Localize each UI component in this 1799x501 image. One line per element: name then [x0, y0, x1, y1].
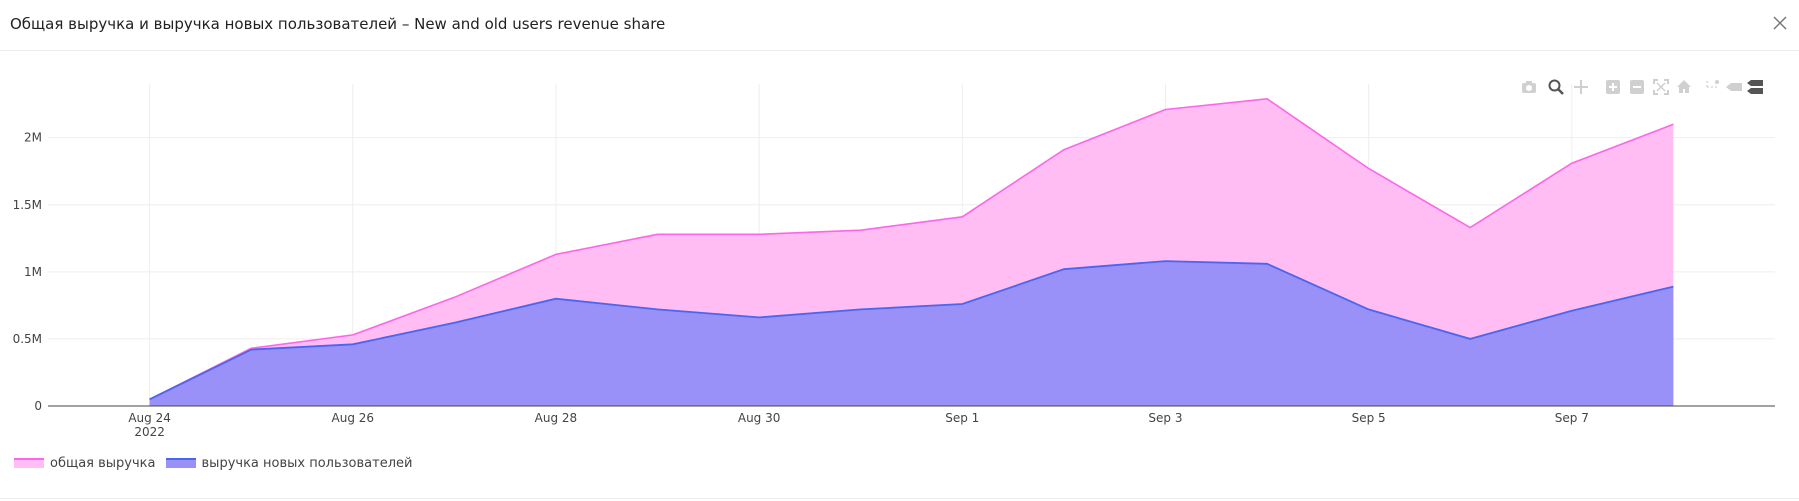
- x-tick-label: Aug 24: [128, 411, 171, 425]
- legend-swatch-new-users: [165, 458, 196, 468]
- y-tick-label: 1.5M: [13, 198, 42, 212]
- y-tick-label: 0: [34, 399, 42, 413]
- point-new-users-revenue: [656, 307, 660, 311]
- point-new-users-revenue: [960, 302, 964, 306]
- pan-icon[interactable]: [1572, 78, 1590, 96]
- bottom-divider: [0, 498, 1799, 499]
- point-total-revenue: [1367, 167, 1371, 171]
- series-area-new-users-revenue: [149, 261, 1674, 406]
- x-tick-label: Sep 7: [1555, 411, 1589, 425]
- point-total-revenue: [1570, 161, 1574, 165]
- legend-swatch-total: [14, 458, 44, 468]
- point-new-users-revenue: [1163, 259, 1167, 263]
- x-tick-label: Aug 26: [332, 411, 375, 425]
- modal-header: Общая выручка и выручка новых пользовате…: [0, 0, 1799, 51]
- series-line-new-users-revenue: [149, 260, 1674, 401]
- point-new-users-revenue: [249, 348, 253, 352]
- y-tick-label: 0.5M: [13, 332, 42, 346]
- point-total-revenue: [960, 215, 964, 219]
- legend-label-total: общая выручка: [50, 455, 156, 471]
- legend-item-total-revenue[interactable]: общая выручка: [14, 456, 156, 471]
- zoom-in-icon[interactable]: [1604, 78, 1622, 96]
- point-new-users-revenue: [554, 297, 558, 301]
- point-new-users-revenue: [1468, 337, 1472, 341]
- hover-closest-icon[interactable]: [1725, 78, 1743, 96]
- camera-icon[interactable]: [1520, 78, 1538, 96]
- reset-axes-icon[interactable]: [1675, 78, 1693, 96]
- legend-item-new-users-revenue[interactable]: выручка новых пользователей: [165, 455, 413, 471]
- point-total-revenue: [1468, 226, 1472, 230]
- point-new-users-revenue: [1062, 267, 1066, 271]
- point-total-revenue: [351, 333, 355, 337]
- point-new-users-revenue: [757, 315, 761, 319]
- close-icon[interactable]: [1769, 12, 1791, 34]
- series-line-total-revenue: [149, 97, 1674, 401]
- x-tick-label: Sep 1: [945, 411, 979, 425]
- point-new-users-revenue: [351, 342, 355, 346]
- point-new-users-revenue: [452, 321, 456, 325]
- spike-lines-icon[interactable]: [1703, 78, 1721, 96]
- y-tick-label: 2M: [24, 131, 42, 145]
- point-new-users-revenue: [148, 397, 152, 401]
- point-total-revenue: [1062, 148, 1066, 152]
- x-tick-label: Aug 28: [535, 411, 578, 425]
- point-total-revenue: [656, 232, 660, 236]
- point-new-users-revenue: [1367, 307, 1371, 311]
- point-total-revenue: [859, 228, 863, 232]
- chart-container: 0 0.5M 1M 1.5M 2M Aug 24 2022 Aug 26 Aug 28 Aug 3…: [0, 51, 1799, 501]
- point-total-revenue: [452, 295, 456, 299]
- point-new-users-revenue: [1265, 262, 1269, 266]
- point-total-revenue: [757, 232, 761, 236]
- legend: общая выручка выручка новых пользователе…: [14, 453, 422, 473]
- zoom-icon[interactable]: [1547, 78, 1565, 96]
- point-new-users-revenue: [1671, 285, 1675, 289]
- point-new-users-revenue: [859, 307, 863, 311]
- x-tick-label: Sep 5: [1352, 411, 1386, 425]
- legend-label-new-users: выручка новых пользователей: [201, 455, 413, 471]
- chart-title: Общая выручка и выручка новых пользовате…: [10, 15, 666, 33]
- point-total-revenue: [1163, 107, 1167, 111]
- point-new-users-revenue: [1570, 309, 1574, 313]
- zoom-out-icon[interactable]: [1628, 78, 1646, 96]
- autoscale-icon[interactable]: [1652, 78, 1670, 96]
- point-total-revenue: [1265, 97, 1269, 101]
- y-tick-label: 1M: [24, 265, 42, 279]
- x-tick-label: Sep 3: [1148, 411, 1182, 425]
- x-tick-year-label: 2022: [134, 425, 165, 439]
- point-total-revenue: [1671, 122, 1675, 126]
- hover-compare-icon[interactable]: [1746, 78, 1764, 96]
- x-tick-label: Aug 30: [738, 411, 781, 425]
- point-total-revenue: [554, 252, 558, 256]
